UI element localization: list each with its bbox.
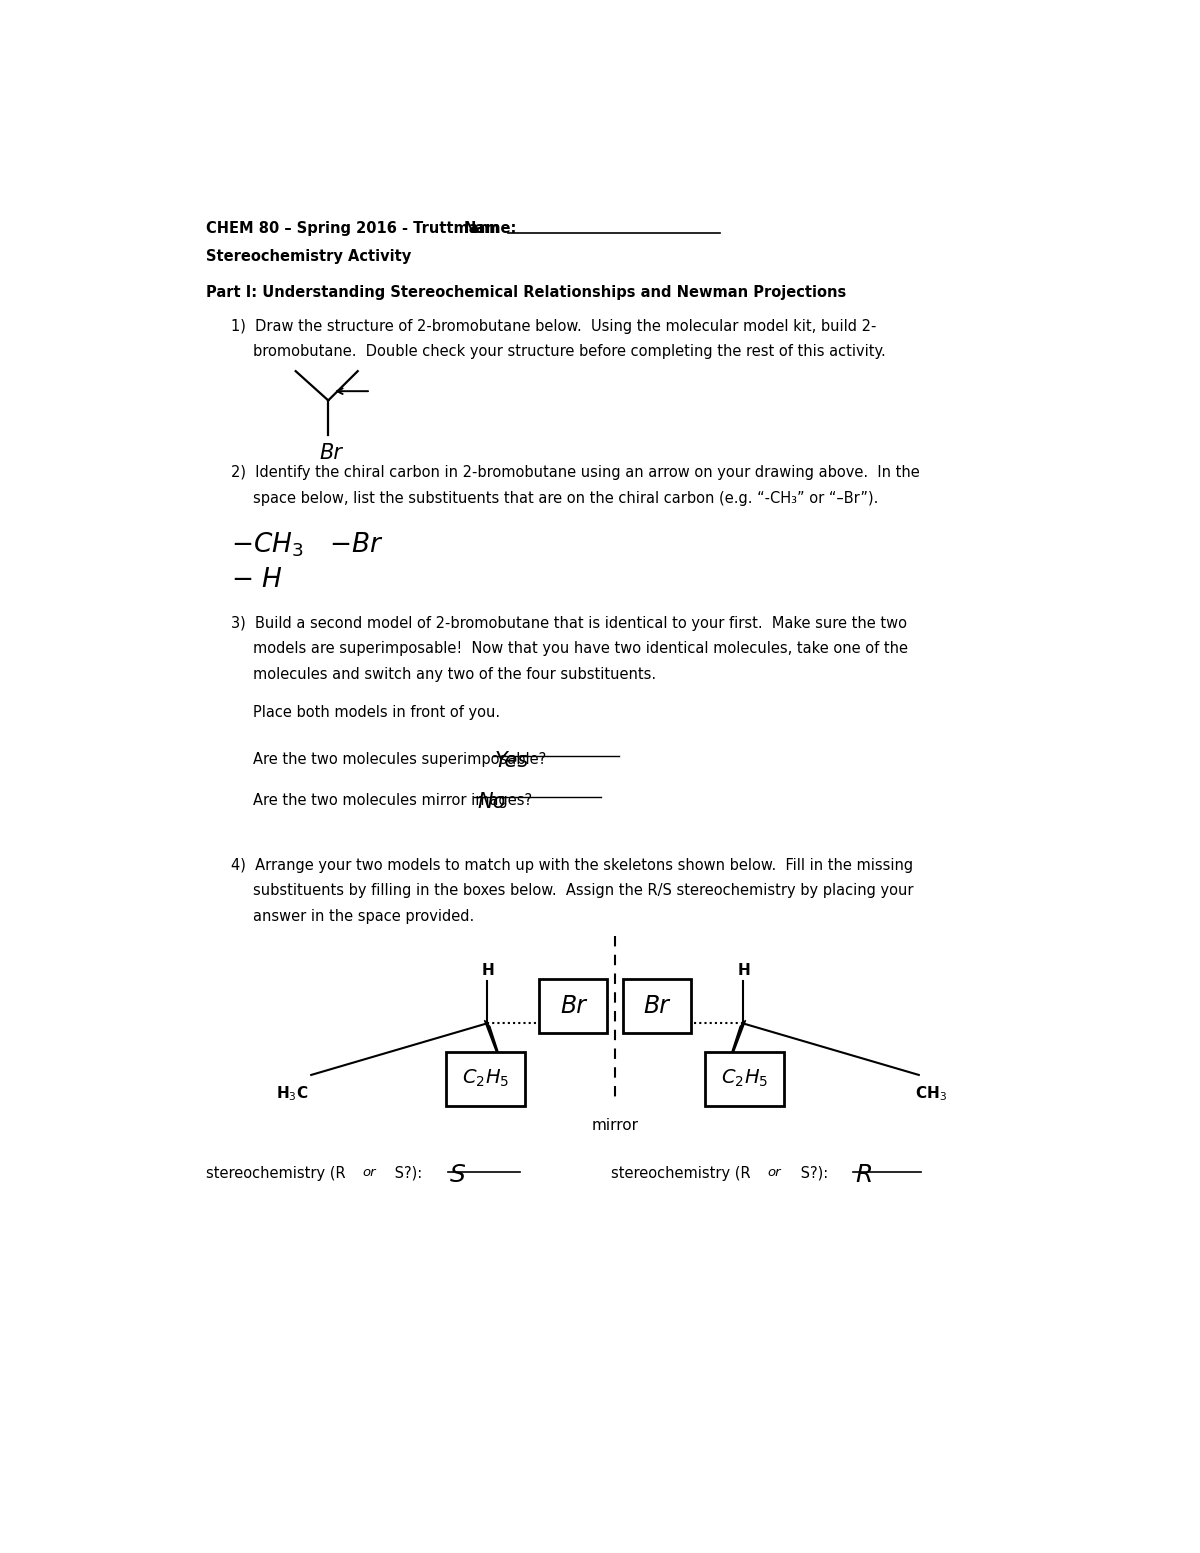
- Text: models are superimposable!  Now that you have two identical molecules, take one : models are superimposable! Now that you …: [253, 641, 908, 657]
- Text: answer in the space provided.: answer in the space provided.: [253, 909, 474, 924]
- Text: H$_3$C: H$_3$C: [276, 1084, 308, 1103]
- Text: C$_2$H$_5$: C$_2$H$_5$: [462, 1068, 509, 1090]
- Polygon shape: [722, 1020, 745, 1082]
- Text: Stereochemistry Activity: Stereochemistry Activity: [206, 250, 412, 264]
- Text: Br: Br: [319, 443, 342, 463]
- Text: CH$_3$: CH$_3$: [914, 1084, 947, 1103]
- Text: H: H: [481, 963, 494, 977]
- Text: C$_2$H$_5$: C$_2$H$_5$: [721, 1068, 768, 1090]
- Text: mirror: mirror: [592, 1118, 638, 1134]
- Text: 1)  Draw the structure of 2-bromobutane below.  Using the molecular model kit, b: 1) Draw the structure of 2-bromobutane b…: [232, 318, 877, 334]
- Text: 2)  Identify the chiral carbon in 2-bromobutane using an arrow on your drawing a: 2) Identify the chiral carbon in 2-bromo…: [232, 464, 920, 480]
- Text: S?):: S?):: [390, 1166, 422, 1180]
- Bar: [446, 1051, 526, 1106]
- Text: 3)  Build a second model of 2-bromobutane that is identical to your first.  Make: 3) Build a second model of 2-bromobutane…: [232, 617, 907, 631]
- Text: $-$CH$_3$   $-$Br: $-$CH$_3$ $-$Br: [232, 531, 384, 559]
- Text: Yes: Yes: [494, 750, 529, 770]
- Text: CHEM 80 – Spring 2016 - Truttmann: CHEM 80 – Spring 2016 - Truttmann: [206, 221, 499, 236]
- Text: Are the two molecules mirror images?: Are the two molecules mirror images?: [253, 794, 533, 808]
- Text: molecules and switch any two of the four substituents.: molecules and switch any two of the four…: [253, 666, 656, 682]
- Text: Name:: Name:: [464, 221, 517, 236]
- Text: $-$ H: $-$ H: [232, 567, 283, 593]
- Bar: [704, 1051, 784, 1106]
- Text: or: or: [768, 1166, 781, 1179]
- Text: 4)  Arrange your two models to match up with the skeletons shown below.  Fill in: 4) Arrange your two models to match up w…: [232, 857, 913, 873]
- Polygon shape: [485, 1020, 508, 1082]
- Text: S: S: [450, 1163, 466, 1188]
- Text: No: No: [478, 792, 505, 812]
- Text: Are the two molecules superimposable?: Are the two molecules superimposable?: [253, 752, 546, 767]
- Text: R: R: [856, 1163, 872, 1188]
- Bar: [539, 980, 607, 1033]
- Text: S?):: S?):: [796, 1166, 828, 1180]
- Bar: [623, 980, 691, 1033]
- Text: bromobutane.  Double check your structure before completing the rest of this act: bromobutane. Double check your structure…: [253, 345, 886, 359]
- Text: Br: Br: [560, 994, 586, 1019]
- Text: space below, list the substituents that are on the chiral carbon (e.g. “-CH₃” or: space below, list the substituents that …: [253, 491, 878, 506]
- Text: Place both models in front of you.: Place both models in front of you.: [253, 705, 500, 719]
- Text: substituents by filling in the boxes below.  Assign the R/S stereochemistry by p: substituents by filling in the boxes bel…: [253, 884, 913, 898]
- Text: H: H: [738, 963, 750, 977]
- Text: stereochemistry (R: stereochemistry (R: [206, 1166, 350, 1180]
- Text: Part I: Understanding Stereochemical Relationships and Newman Projections: Part I: Understanding Stereochemical Rel…: [206, 284, 846, 300]
- Text: stereochemistry (R: stereochemistry (R: [611, 1166, 755, 1180]
- Text: or: or: [362, 1166, 376, 1179]
- Text: Br: Br: [644, 994, 670, 1019]
